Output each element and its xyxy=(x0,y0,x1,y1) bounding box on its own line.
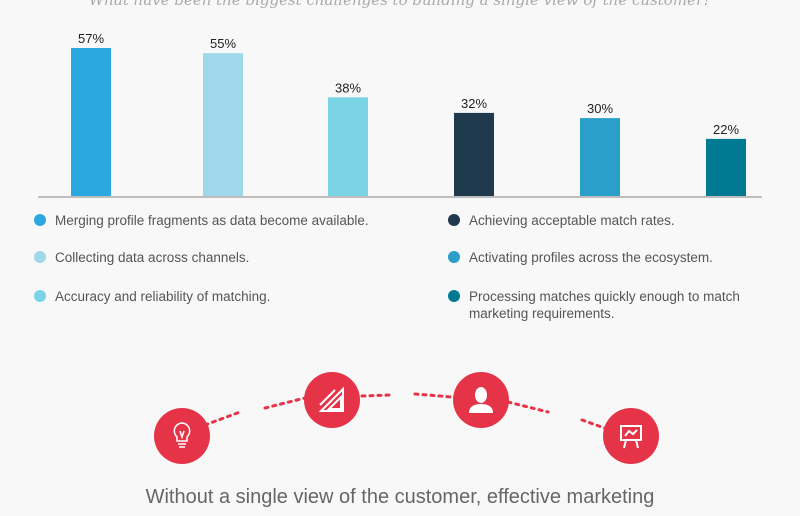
user-icon xyxy=(453,372,509,428)
data-label: 38% xyxy=(335,80,361,95)
chart-question: What have been the biggest challenges to… xyxy=(88,0,712,9)
legend-swatch xyxy=(448,290,460,302)
legend-item: Achieving acceptable match rates. xyxy=(448,212,769,229)
legend-label: Accuracy and reliability of matching. xyxy=(55,289,271,304)
legend-swatch xyxy=(448,214,460,226)
legend-label: Achieving acceptable match rates. xyxy=(469,213,675,228)
bottom-text: Without a single view of the customer, e… xyxy=(145,486,655,508)
data-label: 55% xyxy=(210,36,236,51)
bar xyxy=(706,138,746,196)
legend-swatch xyxy=(34,251,46,263)
presentation-chart-icon xyxy=(603,408,659,464)
data-label: 22% xyxy=(713,122,739,137)
bar xyxy=(580,118,620,196)
bar-chart: 57% 55% 38% 32% 30% 22% xyxy=(38,31,762,198)
legend-swatch xyxy=(448,251,460,263)
legend-label: Activating profiles across the ecosystem… xyxy=(469,250,713,265)
data-label: 32% xyxy=(461,96,487,111)
legend-item: Merging profile fragments as data become… xyxy=(34,212,435,229)
legend-label: Merging profile fragments as data become… xyxy=(55,213,369,228)
legend-item: Collecting data across channels. xyxy=(34,249,435,266)
data-label: 30% xyxy=(587,101,613,116)
legend-swatch xyxy=(34,290,46,302)
legend-item: Processing matches quickly enough to mat… xyxy=(448,288,769,322)
lightbulb-icon xyxy=(154,408,210,464)
data-label: 57% xyxy=(78,31,104,46)
legend-item: Accuracy and reliability of matching. xyxy=(34,288,435,305)
legend-swatch xyxy=(34,214,46,226)
bar xyxy=(203,53,243,197)
legend-item: Activating profiles across the ecosystem… xyxy=(448,249,769,266)
ruler-triangle-icon xyxy=(304,372,360,428)
bar xyxy=(71,48,111,196)
bar xyxy=(328,97,368,196)
legend-label: Processing matches quickly enough to mat… xyxy=(469,289,740,321)
legend-label: Collecting data across channels. xyxy=(55,250,250,265)
bar xyxy=(454,112,494,196)
dotted-connector xyxy=(203,392,612,432)
